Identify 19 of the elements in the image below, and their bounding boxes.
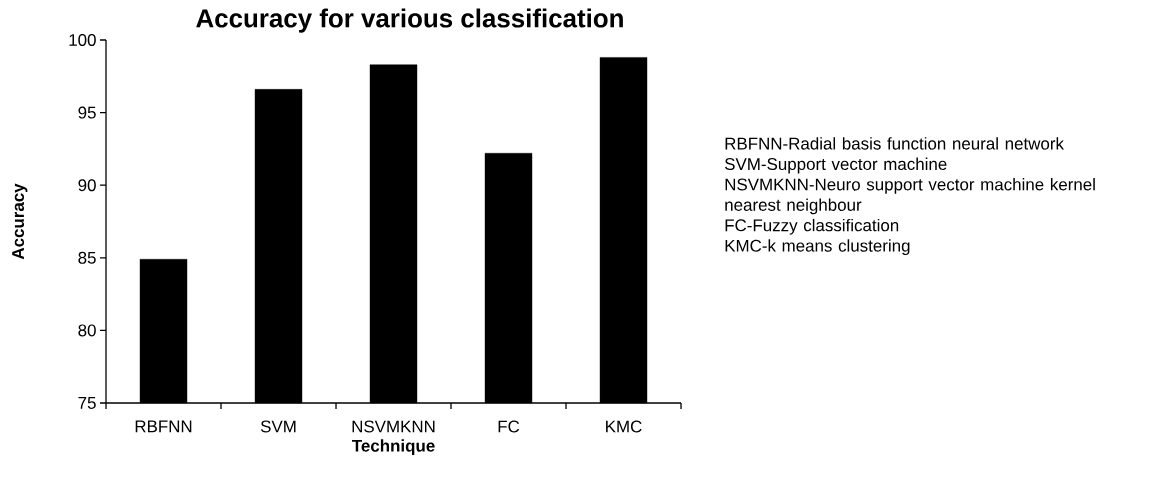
x-tick-label: SVM bbox=[260, 420, 296, 433]
x-tick-label: NSVMKNN bbox=[352, 420, 435, 433]
y-axis-title: Accuracy bbox=[12, 183, 28, 260]
text: KMC-k means clustering bbox=[725, 239, 910, 256]
x-tick-label: KMC bbox=[606, 420, 642, 433]
y-tick-label: 90 bbox=[78, 179, 96, 192]
x-axis-title: Technique bbox=[351, 439, 435, 456]
x-tick-label: RBFNN bbox=[135, 420, 192, 433]
y-tick-label: 100 bbox=[69, 33, 96, 46]
y-tick-label: 85 bbox=[78, 251, 96, 264]
text: SVM-Support vector machine bbox=[724, 157, 947, 174]
text: NSVMKNN-Neuro support vector machine kernel nearest neighbour bbox=[725, 178, 1095, 215]
text: FC-Fuzzy classification bbox=[725, 218, 899, 235]
y-tick-label: 75 bbox=[78, 397, 96, 409]
chart-title: Accuracy for various classification bbox=[196, 8, 623, 33]
y-tick-label: 95 bbox=[78, 106, 96, 119]
text: RBFNN-Radial basis function neural network bbox=[725, 137, 1064, 150]
y-tick-label: 80 bbox=[78, 324, 96, 337]
x-tick-label: FC bbox=[498, 420, 520, 433]
